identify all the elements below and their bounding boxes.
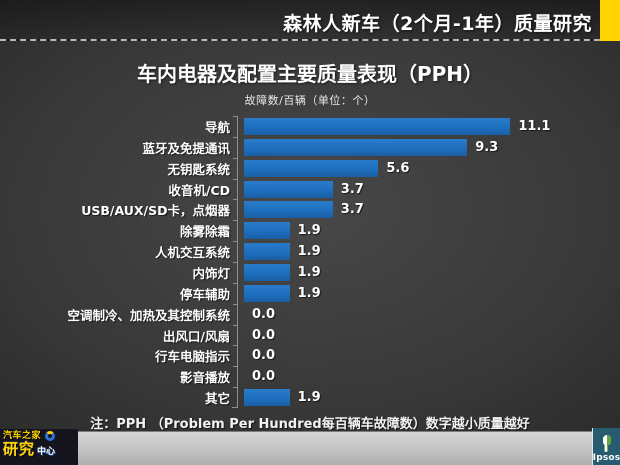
value-label: 11.1 bbox=[518, 118, 551, 134]
autohome-logo-text: 汽车之家 bbox=[3, 430, 42, 441]
chart-row: 出风口/风扇 0.0 bbox=[0, 324, 620, 346]
value-label: 1.9 bbox=[297, 244, 321, 260]
bar bbox=[244, 117, 511, 135]
chart-row: USB/AUX/SD卡，点烟器 3.7 bbox=[0, 199, 620, 221]
bar-track: 1.9 bbox=[233, 262, 620, 283]
bar-track: 9.3 bbox=[233, 136, 620, 158]
footer-strip: 汽车之家 研究 中心 Ipsos bbox=[0, 428, 620, 465]
bar-track: 1.9 bbox=[233, 220, 620, 242]
bar bbox=[244, 389, 290, 407]
category-label: 影音播放 bbox=[179, 370, 230, 386]
header-bar: 森林人新车（2个月-1年）质量研究 bbox=[0, 0, 620, 41]
swirl-icon bbox=[45, 431, 56, 441]
chart-subtitle: 故障数/百辆（单位：个） bbox=[244, 94, 376, 107]
center-logo-text: 中心 bbox=[37, 447, 56, 457]
category-label: 出风口/风扇 bbox=[162, 328, 230, 344]
bar-chart: 导航 11.1 蓝牙及免提通讯 9.3 无钥匙系统 5.6 收音机/CD bbox=[0, 116, 620, 409]
value-label: 1.9 bbox=[297, 285, 321, 301]
bar-track: 0.0 bbox=[233, 366, 620, 388]
chart-row: 人机交互系统 1.9 bbox=[0, 241, 620, 263]
bar bbox=[244, 180, 333, 198]
category-label: 行车电脑指示 bbox=[154, 349, 230, 365]
bar-track: 0.0 bbox=[233, 345, 620, 367]
category-label: 其它 bbox=[204, 391, 230, 407]
bar-track: 1.9 bbox=[233, 282, 620, 304]
header-title: 森林人新车（2个月-1年）质量研究 bbox=[283, 13, 592, 35]
autohome-research-logo: 汽车之家 研究 中心 bbox=[0, 429, 78, 465]
bar-track: 0.0 bbox=[233, 303, 620, 325]
chart-row: 内饰灯 1.9 bbox=[0, 262, 620, 283]
value-label: 9.3 bbox=[475, 139, 499, 155]
category-label: 无钥匙系统 bbox=[167, 161, 230, 177]
chart-row: 导航 11.1 bbox=[0, 116, 620, 137]
bar-track: 3.7 bbox=[233, 199, 620, 221]
bar bbox=[244, 243, 290, 261]
value-label: 3.7 bbox=[340, 181, 364, 197]
category-label: USB/AUX/SD卡，点烟器 bbox=[81, 203, 230, 219]
category-label: 停车辅助 bbox=[179, 286, 230, 302]
bar-track: 3.7 bbox=[233, 178, 620, 200]
category-label: 人机交互系统 bbox=[154, 245, 230, 261]
bar bbox=[244, 263, 290, 281]
category-label: 蓝牙及免提通讯 bbox=[142, 140, 230, 156]
category-label: 导航 bbox=[204, 119, 230, 135]
value-label: 1.9 bbox=[297, 390, 321, 406]
category-label: 除雾除霜 bbox=[179, 224, 230, 240]
chart-row: 影音播放 0.0 bbox=[0, 366, 620, 388]
value-label: 0.0 bbox=[252, 369, 276, 385]
chart-row: 蓝牙及免提通讯 9.3 bbox=[0, 136, 620, 158]
bar-track: 5.6 bbox=[233, 157, 620, 179]
chart-row: 其它 1.9 bbox=[0, 387, 620, 409]
value-label: 1.9 bbox=[297, 223, 321, 239]
category-label: 内饰灯 bbox=[192, 265, 230, 281]
bar bbox=[244, 201, 333, 219]
category-label: 空调制冷、加热及其控制系统 bbox=[67, 307, 230, 323]
value-label: 5.6 bbox=[386, 160, 410, 176]
bar bbox=[244, 222, 290, 240]
ipsos-figure-icon bbox=[602, 435, 611, 452]
chart-row: 停车辅助 1.9 bbox=[0, 282, 620, 304]
chart-title: 车内电器及配置主要质量表现（PPH） bbox=[136, 62, 484, 86]
ipsos-logo: Ipsos bbox=[592, 428, 620, 465]
value-label: 0.0 bbox=[252, 348, 276, 364]
chart-row: 空调制冷、加热及其控制系统 0.0 bbox=[0, 303, 620, 325]
bar-track: 0.0 bbox=[233, 324, 620, 346]
research-logo-text: 研究 bbox=[3, 440, 36, 458]
bar bbox=[244, 284, 290, 302]
value-label: 3.7 bbox=[340, 202, 364, 218]
value-label: 1.9 bbox=[297, 264, 321, 280]
bar-track: 1.9 bbox=[233, 241, 620, 263]
bar-track: 1.9 bbox=[233, 387, 620, 409]
yellow-accent-block bbox=[600, 0, 620, 41]
chart-row: 除雾除霜 1.9 bbox=[0, 220, 620, 242]
bar bbox=[244, 138, 468, 156]
chart-row: 收音机/CD 3.7 bbox=[0, 178, 620, 200]
category-label: 收音机/CD bbox=[168, 182, 230, 198]
chart-row: 行车电脑指示 0.0 bbox=[0, 345, 620, 367]
chart-note: 注：PPH （Problem Per Hundred每百辆车故障数）数字越小质量… bbox=[90, 417, 530, 432]
bar-track: 11.1 bbox=[233, 116, 620, 137]
ipsos-label: Ipsos bbox=[592, 453, 620, 463]
value-label: 0.0 bbox=[252, 306, 276, 322]
bar bbox=[244, 159, 379, 177]
chart-row: 无钥匙系统 5.6 bbox=[0, 157, 620, 179]
value-label: 0.0 bbox=[252, 327, 276, 343]
